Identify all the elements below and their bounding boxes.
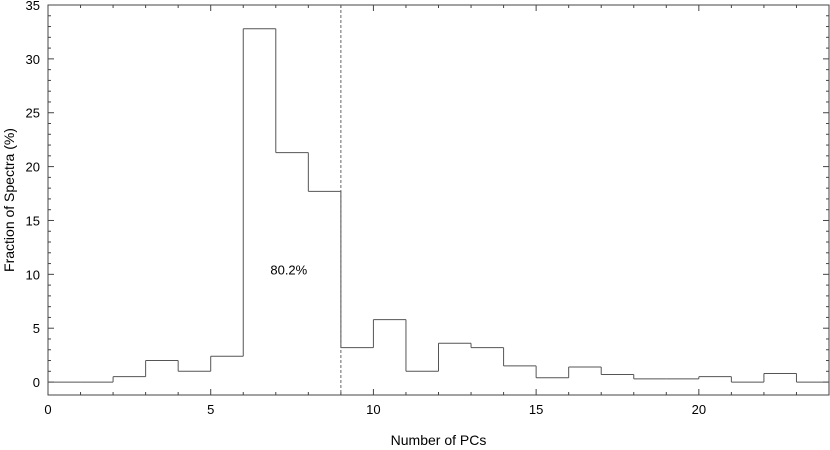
y-tick-label-30: 30 [26, 52, 40, 67]
plot-frame [47, 4, 830, 396]
x-tick-label-20: 20 [692, 402, 706, 417]
y-tick-label-0: 0 [33, 375, 40, 390]
y-tick-label-25: 25 [26, 106, 40, 121]
percentage-annotation: 80.2% [270, 262, 307, 277]
y-axis-label: Fraction of Spectra (%) [1, 128, 17, 272]
x-tick-label-0: 0 [44, 402, 51, 417]
y-tick-label-5: 5 [33, 321, 40, 336]
plot-area: 0 5 10 15 20 0 5 10 15 20 25 30 35 [26, 0, 830, 417]
y-tick-label-15: 15 [26, 213, 40, 228]
x-tick-label-5: 5 [207, 402, 214, 417]
x-tick-label-10: 10 [366, 402, 380, 417]
y-tick-label-35: 35 [26, 0, 40, 13]
x-tick-label-15: 15 [529, 402, 543, 417]
y-tick-label-10: 10 [26, 267, 40, 282]
x-axis-label: Number of PCs [391, 432, 487, 448]
y-tick-label-20: 20 [26, 160, 40, 175]
